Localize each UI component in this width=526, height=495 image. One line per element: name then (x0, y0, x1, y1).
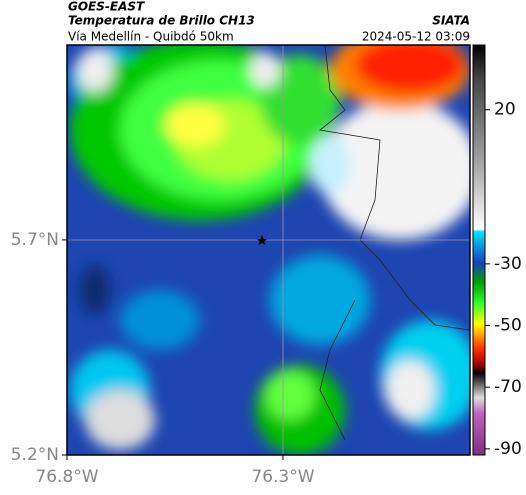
datetime: 2024-05-12 03:09 (362, 30, 470, 44)
satellite-image (67, 45, 470, 455)
colorbar-tick-label: -90 (494, 439, 522, 459)
lon-tick-label: 76.8°W (35, 467, 98, 487)
subtitle: Vía Medellín - Quibdó 50km (68, 30, 234, 44)
colorbar-tick-label: -50 (494, 316, 522, 336)
colorbar-tick-label: -70 (494, 377, 522, 397)
lat-tick-label: 5.7°N (11, 230, 59, 250)
agency: SIATA (432, 14, 470, 28)
colorbar (472, 44, 486, 456)
lat-tick-label: 5.2°N (11, 445, 59, 465)
colorbar-tick-label: 20 (494, 100, 516, 120)
source: GOES-EAST (68, 0, 145, 14)
map-frame (66, 44, 471, 456)
colorbar-tick-label: -30 (494, 254, 522, 274)
lon-tick-label: 76.3°W (251, 467, 314, 487)
title: Temperatura de Brillo CH13 (68, 14, 255, 28)
